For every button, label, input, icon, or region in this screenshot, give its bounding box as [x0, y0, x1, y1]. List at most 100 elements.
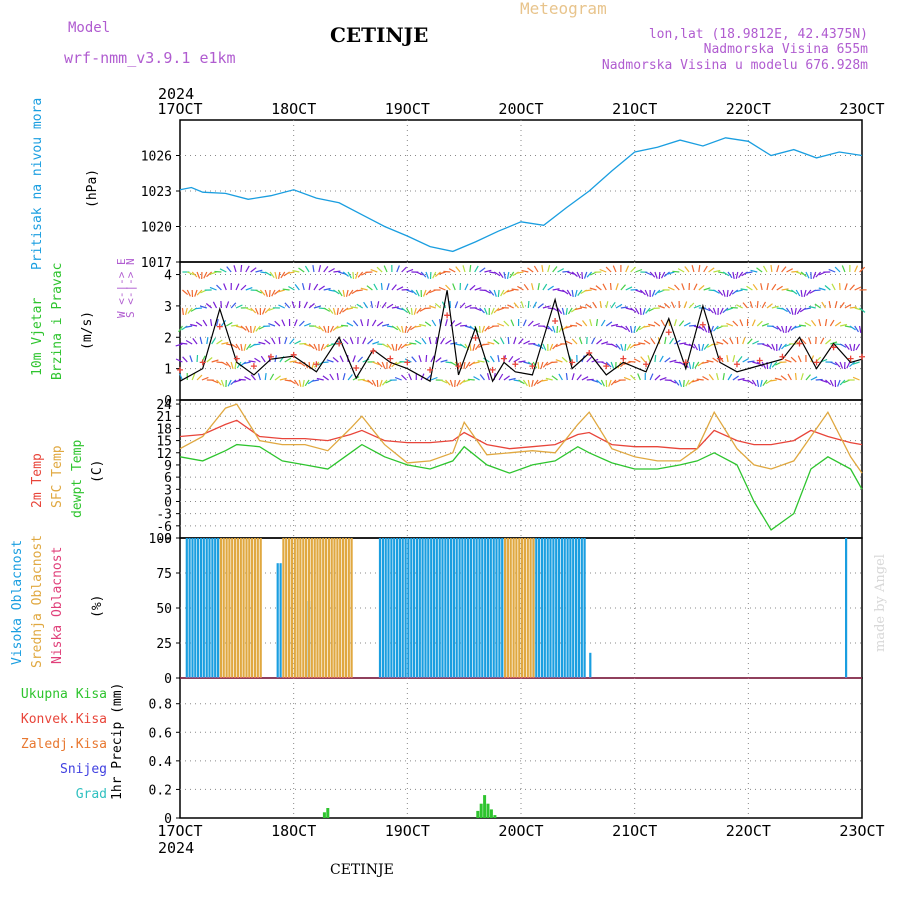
y-tick-label: -3 [156, 508, 172, 523]
wind-arrow [462, 265, 466, 273]
wind-arrow [328, 267, 335, 273]
wind-arrow [784, 359, 792, 363]
wind-arrow [289, 379, 296, 385]
wind-arrow [243, 343, 247, 351]
cloud-mid-bar [319, 538, 322, 678]
wind-arrow [289, 360, 297, 363]
wind-arrow [199, 337, 203, 345]
wind-arrow [664, 336, 667, 345]
y-tick-label: 1017 [141, 256, 172, 271]
wind-arrow [230, 379, 237, 386]
cloud-mid-bar [509, 538, 512, 678]
wind-arrow [187, 307, 193, 314]
cloud-high-bar [216, 538, 220, 678]
wind-arrow [445, 339, 452, 345]
cloud-mid-bar [236, 538, 239, 678]
wind-arrow [727, 373, 733, 381]
y-tick-label: 1023 [141, 185, 172, 200]
wind-arrow [796, 271, 804, 275]
wind-arrow [667, 286, 675, 291]
temp2m-line [179, 419, 863, 450]
wind-arrow [791, 289, 798, 295]
wind-arrow [531, 379, 534, 387]
precip-bar [483, 795, 487, 818]
wind-arrow [752, 340, 759, 345]
wind-arrow [401, 325, 404, 333]
wind-arrow [602, 283, 607, 291]
wind-arrow [766, 343, 773, 350]
wind-arrow [570, 324, 578, 327]
wind-arrow [683, 379, 685, 388]
cloud-high-bar [563, 538, 566, 678]
wind-arrow [192, 338, 198, 345]
wind-arrow [508, 377, 516, 381]
cloud-high-bar [410, 538, 413, 678]
wind-arrow [567, 307, 573, 315]
wind-arrow [577, 289, 583, 296]
wind-arrow [762, 265, 768, 273]
wind-arrow [769, 361, 773, 369]
y-tick-label: 18 [156, 422, 172, 437]
cloud-high-bar [384, 538, 387, 678]
wind-arrow [747, 379, 754, 385]
wind-arrow [703, 325, 708, 333]
wind-arrow [478, 325, 481, 334]
wind-arrow [235, 343, 241, 351]
wind-arrow [287, 271, 295, 274]
cloud-high-bar [577, 538, 580, 678]
wind-arrow [738, 271, 744, 279]
time-tick-label-top: 19OCT [385, 100, 430, 118]
cloud-high-bar [435, 538, 438, 678]
wind-arrow [289, 338, 295, 345]
wind-arrow [522, 319, 527, 327]
wind-arrow [726, 289, 729, 297]
wind-arrow [831, 283, 836, 291]
wind-arrow [472, 343, 476, 351]
wind-arrow [760, 283, 763, 291]
wind-gust-marker [427, 366, 434, 373]
wind-arrow [323, 343, 330, 350]
cloud-high-bar [540, 538, 544, 678]
wind-arrow [373, 283, 378, 291]
wind-arrow [547, 265, 551, 273]
model-name: wrf-nmm_v3.9.1 e1km [64, 49, 236, 67]
wind-arrow [520, 301, 525, 309]
wind-arrow [234, 361, 237, 369]
wind-arrow [342, 338, 349, 345]
wind-arrow [187, 271, 195, 276]
wind-arrow [571, 289, 574, 297]
cloud-mid-bar [242, 538, 245, 678]
wind-arrow [615, 343, 621, 350]
wind-arrow [357, 378, 365, 381]
wind-arrow [497, 354, 500, 363]
wind-arrow [698, 343, 701, 351]
y-tick-label: 3 [164, 300, 172, 315]
wind-arrow [716, 341, 724, 345]
wind-arrow [338, 271, 346, 275]
wind-arrow [332, 307, 336, 315]
cloud-mid-bar [526, 538, 529, 678]
wind-arrow [500, 337, 505, 345]
wind-arrow [681, 283, 685, 291]
wind-arrow [660, 319, 666, 327]
wind-arrow [459, 343, 467, 349]
wind-arrow [673, 379, 680, 386]
station-title: CETINJE [330, 23, 429, 47]
wind-arrow [634, 307, 640, 315]
wind-arrow [356, 303, 364, 309]
wind-arrow [445, 379, 451, 386]
wind-arrow [713, 325, 719, 332]
cloud-mid-bar [529, 538, 532, 678]
wind-arrow [698, 284, 705, 291]
y-tick-label: 50 [156, 602, 172, 617]
wind-arrow [586, 356, 593, 363]
wind-arrow [376, 379, 379, 388]
wind-arrow [781, 288, 789, 291]
wind-arrow [752, 283, 758, 291]
wind-arrow [708, 267, 715, 273]
wind-arrow [653, 321, 661, 327]
wind-arrow [532, 301, 538, 309]
wind-arrow [565, 340, 573, 345]
wind-arrow [454, 301, 459, 309]
cloud-high-bar [279, 563, 282, 678]
